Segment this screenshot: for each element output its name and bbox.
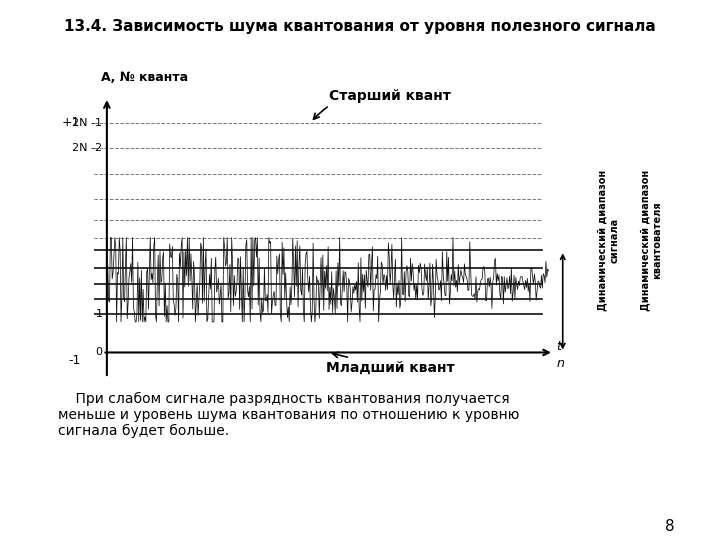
Text: Динамический диапазон
сигнала: Динамический диапазон сигнала: [598, 170, 619, 311]
Text: Динамический диапазон
квантователя: Динамический диапазон квантователя: [641, 170, 662, 311]
Text: 1: 1: [96, 309, 102, 319]
Text: 13.4. Зависимость шума квантования от уровня полезного сигнала: 13.4. Зависимость шума квантования от ур…: [64, 19, 656, 34]
Text: 2N -2: 2N -2: [72, 143, 102, 153]
Text: При слабом сигнале разрядность квантования получается
меньше и уровень шума кван: При слабом сигнале разрядность квантован…: [58, 392, 519, 438]
Text: А, № кванта: А, № кванта: [101, 71, 188, 84]
Text: -1: -1: [68, 354, 81, 367]
Text: 0: 0: [96, 347, 102, 357]
Text: t: t: [557, 340, 562, 353]
Text: Старший квант: Старший квант: [313, 89, 451, 119]
Text: 2N -1: 2N -1: [73, 118, 102, 128]
Text: 8: 8: [665, 519, 675, 534]
Text: Младший квант: Младший квант: [326, 352, 454, 375]
Text: n: n: [557, 357, 564, 370]
Text: +1: +1: [62, 116, 81, 129]
